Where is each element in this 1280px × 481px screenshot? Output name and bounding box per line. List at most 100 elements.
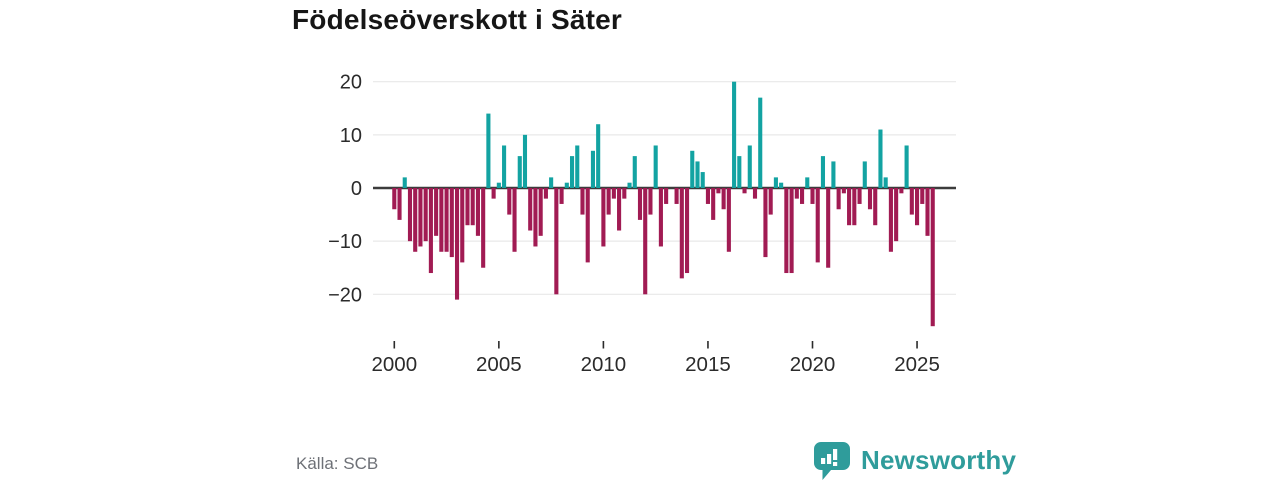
quarter-bar: [758, 97, 763, 188]
quarter-bar: [915, 188, 920, 226]
source-label: Källa: SCB: [296, 454, 379, 473]
quarter-bar: [439, 188, 444, 252]
quarter-bar: [899, 188, 904, 194]
quarter-bar: [909, 188, 914, 215]
quarter-bar: [559, 188, 564, 204]
quarter-bar: [528, 188, 533, 231]
newsworthy-logo[interactable]: Newsworthy: [812, 440, 1016, 481]
quarter-bar: [742, 188, 747, 194]
logo-bar-short: [821, 458, 826, 464]
quarter-bar: [883, 177, 888, 188]
quarter-bar: [564, 182, 569, 189]
quarter-bar: [407, 188, 413, 242]
quarter-bar: [700, 172, 705, 189]
quarter-bar: [867, 188, 873, 210]
y-axis-tick-label: 0: [351, 178, 362, 200]
x-axis-tick-label: 2010: [581, 353, 627, 376]
quarter-bar: [847, 188, 852, 226]
quarter-bar: [763, 188, 768, 258]
y-axis-tick-label: 20: [340, 72, 362, 94]
y-axis-tick-label: −20: [328, 284, 362, 306]
newsworthy-logo-icon: [814, 442, 850, 480]
quarter-bar: [679, 188, 684, 279]
quarter-bar: [852, 188, 857, 226]
quarter-bar: [491, 188, 496, 199]
quarter-bar: [627, 182, 632, 189]
quarter-bar: [726, 188, 731, 252]
quarter-bar: [454, 188, 460, 300]
quarter-bar: [512, 188, 517, 252]
quarter-bar: [481, 188, 486, 268]
logo-bar-medium: [827, 454, 832, 464]
quarter-bar: [465, 188, 470, 226]
quarter-bar: [784, 188, 789, 274]
x-axis-tick-label: 2015: [685, 353, 731, 376]
quarter-bar: [413, 188, 418, 252]
x-axis-tick-label: 2020: [790, 353, 836, 376]
x-axis-tick-label: 2025: [894, 353, 940, 376]
quarter-bar: [690, 150, 695, 188]
quarter-bar: [878, 129, 883, 188]
quarter-bar: [768, 188, 773, 215]
quarter-bar: [826, 188, 831, 268]
quarter-bar: [596, 124, 601, 188]
quarter-bar: [873, 188, 878, 226]
quarter-bar: [460, 188, 465, 263]
quarter-bar: [836, 188, 841, 210]
quarter-bar: [611, 188, 616, 199]
x-axis-tick-label: 2000: [371, 353, 417, 376]
quarter-bar: [517, 156, 522, 188]
quarter-bar: [794, 188, 799, 199]
quarter-bar: [815, 188, 820, 263]
quarter-bar: [428, 188, 433, 274]
quarter-bar: [930, 188, 935, 327]
quarter-bar: [543, 188, 548, 199]
quarter-bar: [789, 188, 794, 274]
quarter-bar: [820, 156, 826, 188]
quarter-bar: [862, 161, 867, 189]
quarter-bar: [653, 145, 658, 188]
quarter-bar: [857, 188, 862, 204]
quarter-bar: [496, 182, 501, 189]
quarter-bar: [716, 188, 721, 194]
quarter-bar: [658, 188, 663, 247]
quarter-bar: [904, 145, 909, 188]
y-axis-tick-label: −10: [328, 231, 362, 253]
quarter-bar: [522, 134, 528, 188]
quarter-bar: [779, 182, 784, 189]
quarter-bar: [397, 188, 402, 220]
quarter-bar: [648, 188, 653, 215]
quarter-bar: [841, 188, 846, 194]
quarter-bar: [773, 177, 778, 188]
quarter-bar: [590, 150, 595, 188]
quarter-bar: [392, 188, 397, 210]
quarter-bar: [732, 81, 737, 188]
quarter-bar: [721, 188, 726, 210]
quarter-bar: [925, 188, 930, 236]
quarter-bar: [533, 188, 538, 247]
quarter-bar: [423, 188, 428, 242]
quarter-bar: [575, 145, 580, 188]
quarter-bar: [418, 188, 423, 247]
quarter-bar: [601, 188, 606, 247]
y-axis-tick-label: 10: [340, 125, 362, 147]
quarter-bar: [711, 188, 716, 220]
quarter-bar: [502, 145, 507, 188]
quarter-bar: [507, 188, 512, 215]
quarter-bar: [622, 188, 627, 199]
quarter-bar: [617, 188, 622, 231]
quarter-bar: [585, 188, 590, 263]
quarter-bar: [444, 188, 449, 252]
quarter-bar: [606, 188, 611, 215]
quarter-bar: [470, 188, 475, 226]
quarter-bar: [637, 188, 643, 220]
logo-exclamation-dot: [833, 462, 838, 466]
quarter-bar: [800, 188, 805, 204]
quarter-bar: [486, 113, 491, 188]
quarter-bar: [549, 177, 554, 188]
newsworthy-logo-text: Newsworthy: [861, 445, 1017, 475]
quarter-bar: [580, 188, 585, 215]
quarter-bar: [894, 188, 899, 242]
quarter-bar: [554, 188, 559, 295]
